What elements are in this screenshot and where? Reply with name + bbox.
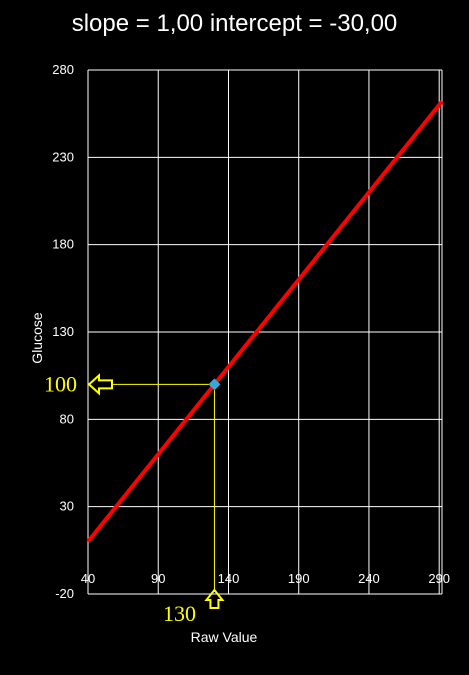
y-tick-label: 80 [60, 411, 74, 426]
x-value-annotation: 130 [163, 601, 196, 626]
x-tick-label: 40 [81, 571, 95, 586]
x-tick-label: 90 [151, 571, 165, 586]
y-tick-label: 280 [52, 62, 74, 77]
up-arrow-icon [206, 590, 222, 608]
y-tick-label: -20 [55, 586, 74, 601]
y-axis-title: Glucose [29, 312, 45, 364]
y-tick-label: 30 [60, 499, 74, 514]
y-tick-label: 130 [52, 324, 74, 339]
series-line [88, 101, 442, 541]
x-tick-label: 290 [428, 571, 450, 586]
y-tick-label: 180 [52, 237, 74, 252]
x-tick-label: 240 [358, 571, 380, 586]
x-axis-title: Raw Value [191, 629, 258, 645]
y-value-annotation: 100 [44, 371, 77, 396]
left-arrow-icon [89, 375, 112, 393]
y-tick-label: 230 [52, 149, 74, 164]
x-tick-label: 190 [288, 571, 310, 586]
x-tick-label: 140 [218, 571, 240, 586]
